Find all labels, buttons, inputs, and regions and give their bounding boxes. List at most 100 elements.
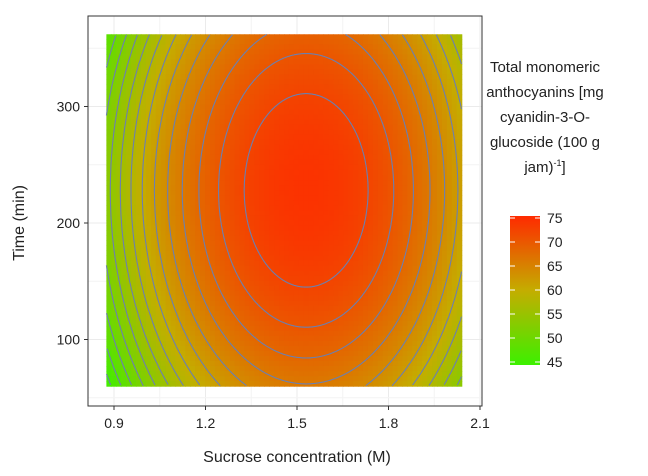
heatmap-cell bbox=[308, 365, 315, 372]
heatmap-cell bbox=[205, 205, 211, 211]
heatmap-cell bbox=[150, 381, 157, 387]
heatmap-cell bbox=[338, 149, 344, 156]
heatmap-cell bbox=[126, 190, 132, 196]
heatmap-cell bbox=[131, 144, 137, 151]
heatmap-cell bbox=[446, 124, 453, 131]
heatmap-cell bbox=[214, 270, 221, 277]
heatmap-cell bbox=[190, 39, 196, 45]
heatmap-cell bbox=[279, 79, 285, 86]
heatmap-cell bbox=[269, 215, 275, 221]
heatmap-cell bbox=[387, 175, 394, 181]
heatmap-cell bbox=[126, 220, 132, 226]
heatmap-cell bbox=[303, 345, 310, 352]
heatmap-cell bbox=[387, 330, 394, 337]
heatmap-cell bbox=[437, 305, 443, 312]
heatmap-cell bbox=[264, 275, 270, 282]
heatmap-cell bbox=[338, 144, 344, 151]
heatmap-cell bbox=[249, 285, 256, 292]
heatmap-cell bbox=[140, 175, 147, 181]
heatmap-cell bbox=[214, 295, 221, 302]
heatmap-cell bbox=[446, 59, 453, 66]
heatmap-cell bbox=[323, 89, 330, 96]
heatmap-cell bbox=[353, 215, 359, 221]
heatmap-cell bbox=[111, 49, 117, 55]
heatmap-cell bbox=[412, 159, 418, 166]
heatmap-cell bbox=[441, 300, 448, 307]
heatmap-cell bbox=[175, 230, 182, 236]
heatmap-cell bbox=[234, 54, 241, 61]
heatmap-cell bbox=[288, 99, 295, 106]
heatmap-cell bbox=[427, 144, 433, 151]
heatmap-cell bbox=[254, 124, 260, 131]
heatmap-cell bbox=[451, 275, 458, 282]
heatmap-cell bbox=[303, 119, 310, 126]
heatmap-cell bbox=[150, 195, 157, 201]
heatmap-cell bbox=[367, 74, 374, 81]
heatmap-cell bbox=[328, 144, 334, 151]
heatmap-cell bbox=[126, 139, 132, 146]
heatmap-cell bbox=[323, 44, 330, 50]
heatmap-cell bbox=[446, 215, 453, 221]
heatmap-cell bbox=[254, 159, 260, 166]
heatmap-cell bbox=[367, 350, 374, 357]
heatmap-cell bbox=[145, 280, 152, 287]
heatmap-cell bbox=[224, 240, 231, 246]
heatmap-cell bbox=[427, 114, 433, 121]
heatmap-cell bbox=[402, 305, 409, 312]
heatmap-cell bbox=[318, 381, 325, 387]
heatmap-cell bbox=[224, 54, 231, 61]
heatmap-cell bbox=[412, 124, 418, 131]
heatmap-cell bbox=[328, 250, 334, 257]
heatmap-cell bbox=[135, 250, 142, 257]
heatmap-cell bbox=[175, 99, 182, 106]
heatmap-cell bbox=[200, 275, 206, 282]
heatmap-cell bbox=[244, 371, 251, 377]
heatmap-cell bbox=[422, 205, 428, 211]
heatmap-cell bbox=[274, 99, 280, 106]
heatmap-cell bbox=[210, 180, 216, 186]
heatmap-cell bbox=[387, 190, 394, 196]
heatmap-cell bbox=[274, 215, 280, 221]
heatmap-cell bbox=[150, 235, 157, 241]
heatmap-cell bbox=[205, 159, 211, 166]
heatmap-cell bbox=[219, 175, 226, 181]
heatmap-cell bbox=[333, 89, 339, 96]
heatmap-cell bbox=[180, 290, 186, 297]
heatmap-cell bbox=[219, 260, 226, 267]
heatmap-cell bbox=[239, 169, 246, 176]
heatmap-cell bbox=[239, 265, 246, 272]
heatmap-cell bbox=[254, 260, 260, 267]
heatmap-cell bbox=[308, 350, 315, 357]
heatmap-cell bbox=[441, 94, 448, 101]
heatmap-cell bbox=[387, 159, 394, 166]
heatmap-cell bbox=[165, 44, 172, 50]
heatmap-cell bbox=[259, 376, 265, 382]
heatmap-cell bbox=[441, 99, 448, 106]
heatmap-cell bbox=[417, 79, 423, 86]
heatmap-cell bbox=[214, 200, 221, 206]
heatmap-cell bbox=[145, 230, 152, 236]
heatmap-cell bbox=[135, 280, 142, 287]
heatmap-cell bbox=[239, 325, 246, 332]
heatmap-cell bbox=[254, 44, 260, 50]
heatmap-cell bbox=[239, 144, 246, 151]
heatmap-cell bbox=[244, 235, 251, 241]
heatmap-cell bbox=[229, 235, 236, 241]
heatmap-cell bbox=[175, 381, 182, 387]
heatmap-cell bbox=[358, 185, 364, 191]
heatmap-cell bbox=[333, 371, 339, 377]
heatmap-cell bbox=[422, 164, 428, 171]
heatmap-cell bbox=[298, 200, 305, 206]
heatmap-cell bbox=[190, 295, 196, 302]
heatmap-cell bbox=[313, 280, 320, 287]
heatmap-cell bbox=[190, 34, 196, 40]
heatmap-cell bbox=[214, 250, 221, 257]
heatmap-cell bbox=[249, 330, 256, 337]
heatmap-cell bbox=[333, 295, 339, 302]
heatmap-cell bbox=[323, 371, 330, 377]
heatmap-cell bbox=[140, 34, 147, 40]
heatmap-cell bbox=[195, 300, 201, 307]
heatmap-cell bbox=[308, 149, 315, 156]
heatmap-cell bbox=[264, 164, 270, 171]
heatmap-cell bbox=[437, 330, 443, 337]
